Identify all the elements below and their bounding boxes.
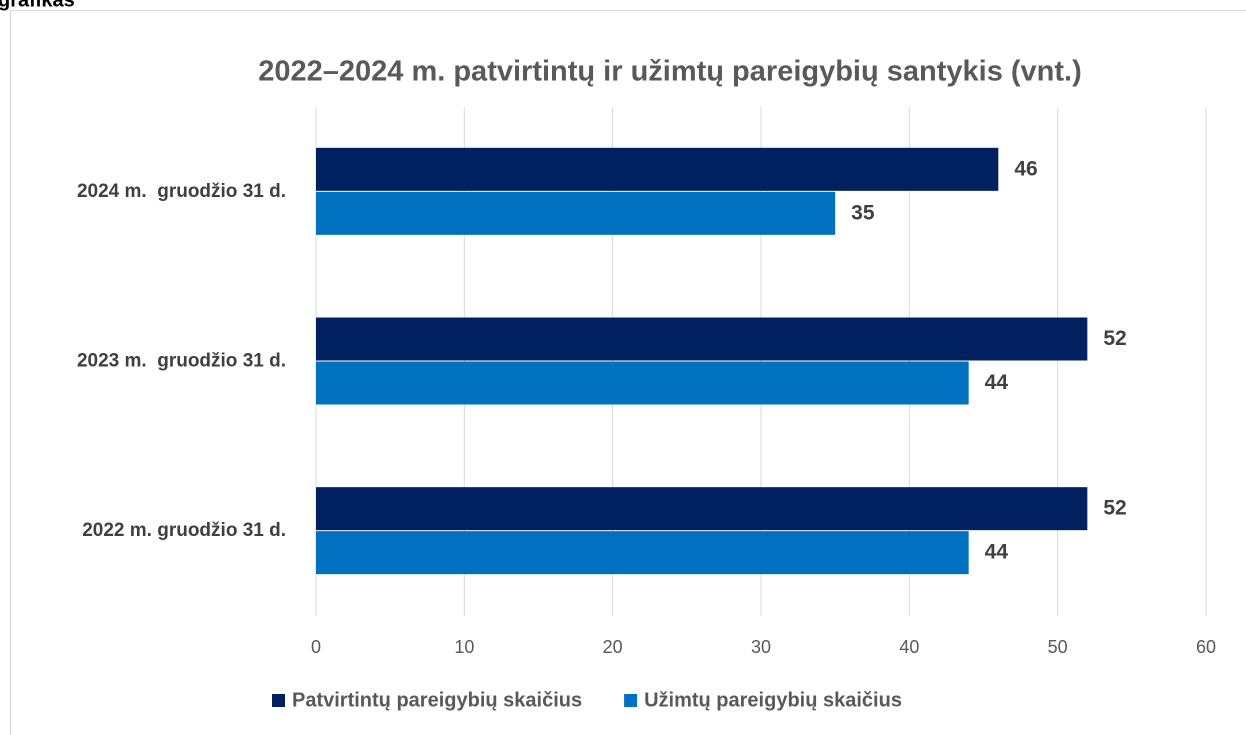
data-label: 44: [985, 541, 1009, 564]
x-tick-label: 30: [751, 637, 771, 657]
bar: [316, 147, 999, 191]
x-tick-label: 20: [603, 637, 623, 657]
bar: [316, 531, 969, 575]
x-tick-label: 40: [899, 637, 919, 657]
y-tick-label: 2024 m. gruodžio 31 d.: [77, 181, 286, 202]
chart-title: 2022–2024 m. patvirtintų ir užimtų parei…: [258, 56, 1082, 88]
x-tick-label: 10: [454, 637, 474, 657]
bar: [316, 191, 836, 235]
legend-swatch: [272, 694, 285, 707]
data-label: 52: [1103, 327, 1126, 350]
x-tick-label: 0: [311, 637, 321, 657]
y-tick-label: 2023 m. gruodžio 31 d.: [77, 351, 286, 372]
x-tick-label: 60: [1196, 637, 1216, 657]
chart-frame: [10, 10, 1246, 735]
legend-label: Užimtų pareigybių skaičius: [644, 689, 902, 711]
data-label: 44: [985, 371, 1009, 394]
legend-label: Patvirtintų pareigybių skaičius: [292, 689, 582, 711]
data-label: 35: [851, 201, 875, 224]
x-tick-label: 50: [1048, 637, 1068, 657]
bar: [316, 317, 1088, 361]
bar: [316, 361, 969, 405]
bar: [316, 487, 1088, 531]
legend-swatch: [624, 694, 638, 707]
data-label: 46: [1014, 157, 1037, 180]
caption: grafikas: [0, 0, 75, 11]
y-tick-label: 2022 m. gruodžio 31 d.: [82, 520, 286, 541]
data-label: 52: [1103, 497, 1126, 520]
